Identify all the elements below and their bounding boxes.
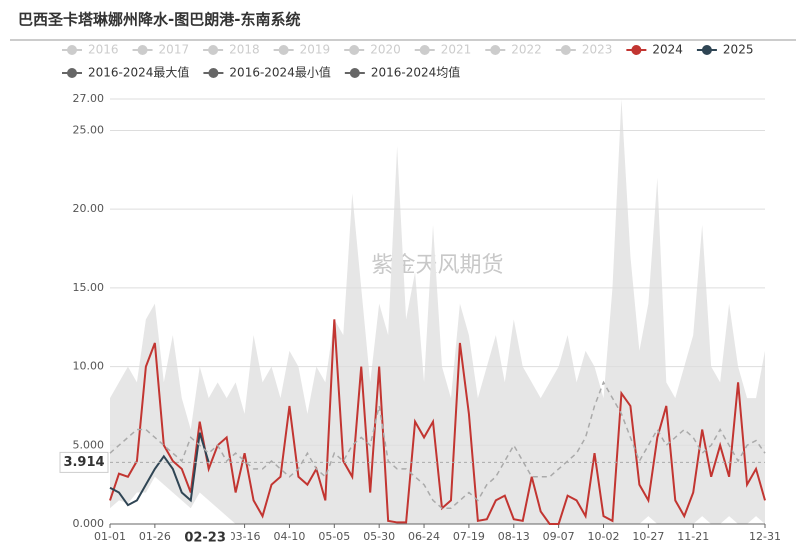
x-tick-label: 06-24 — [408, 530, 440, 543]
y-tick-label: 10.00 — [73, 360, 105, 373]
legend-icon — [349, 45, 360, 55]
legend-icon — [560, 45, 571, 55]
legend-icon — [137, 45, 148, 55]
legend-icon — [701, 45, 712, 55]
x-tick-label: 10-02 — [588, 530, 620, 543]
x-tick-label: 09-07 — [543, 530, 575, 543]
legend-item[interactable]: 2018 — [229, 43, 260, 57]
legend-icon — [490, 45, 501, 55]
x-tick-label: 04-10 — [273, 530, 305, 543]
x-tick-label: 05-30 — [363, 530, 395, 543]
series-line — [109, 380, 766, 510]
y-tick-label: 15.00 — [73, 281, 105, 294]
legend-item[interactable]: 2017 — [159, 43, 190, 57]
legend-icon — [631, 45, 642, 55]
legend-item[interactable]: 2016 — [88, 43, 119, 57]
legend-icon — [349, 68, 360, 78]
x-tick-label: 03-16 — [229, 530, 261, 543]
x-tick-label: 10-27 — [632, 530, 664, 543]
legend-item[interactable]: 2016-2024最大值 — [88, 65, 189, 80]
pointer-x-label: 02-23 — [184, 531, 226, 546]
legend-icon — [67, 68, 77, 78]
x-tick-label: 01-01 — [94, 530, 126, 543]
series-line — [109, 319, 766, 525]
chart-title: 巴西圣卡塔琳娜州降水-图巴朗港-东南系统 — [18, 11, 300, 29]
legend-item[interactable]: 2016-2024均值 — [371, 65, 460, 80]
x-tick-label: 08-13 — [498, 530, 530, 543]
legend-icon — [208, 68, 219, 78]
y-tick-label: 0.000 — [73, 517, 105, 530]
legend-item[interactable]: 2019 — [300, 43, 331, 57]
y-tick-label: 25.00 — [73, 123, 105, 136]
legend-icon — [67, 45, 77, 55]
x-tick-label: 05-05 — [318, 530, 350, 543]
x-tick-label: 12-31 — [749, 530, 781, 543]
legend-item[interactable]: 2016-2024最小值 — [229, 65, 330, 80]
legend-icon — [278, 45, 289, 55]
pointer-x-box — [179, 526, 232, 548]
x-tick-label: 07-19 — [453, 530, 485, 543]
y-tick-label: 20.00 — [73, 202, 105, 215]
legend-item[interactable]: 2021 — [441, 43, 472, 57]
band-area — [110, 99, 765, 524]
legend-item[interactable]: 2020 — [370, 43, 401, 57]
legend-icon — [419, 45, 430, 55]
pointer-y-box — [59, 451, 109, 473]
legend-item[interactable]: 2022 — [511, 43, 542, 57]
legend-item[interactable]: 2023 — [582, 43, 613, 57]
pointer-y-label: 3.914 — [63, 455, 104, 470]
legend-item[interactable]: 2024 — [652, 43, 683, 57]
x-tick-label: 01-26 — [139, 530, 171, 543]
legend-icon — [208, 45, 219, 55]
x-tick-label: 11-21 — [677, 530, 709, 543]
legend-item[interactable]: 2025 — [723, 43, 754, 57]
y-tick-label: 5.000 — [73, 438, 105, 451]
y-tick-label: 27.00 — [73, 92, 105, 105]
band-area — [110, 476, 765, 524]
